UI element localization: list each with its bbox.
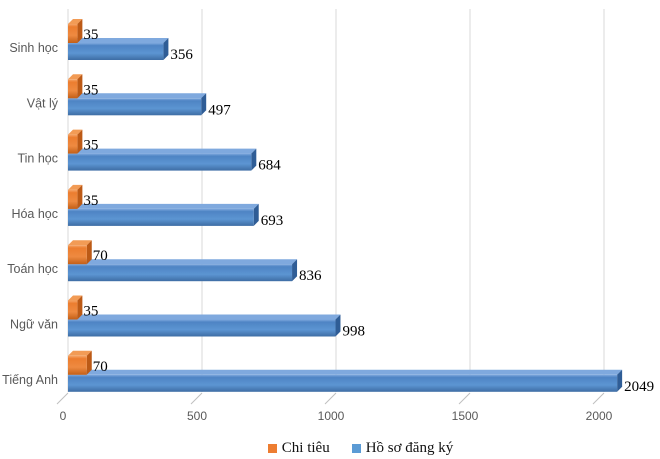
- value-label-chi-tieu: 35: [83, 193, 98, 209]
- value-label-chi-tieu: 35: [83, 27, 98, 43]
- value-label-chi-tieu: 70: [93, 359, 108, 375]
- value-label-ho-so-dang-ky: 2049: [624, 379, 654, 395]
- value-label-ho-so-dang-ky: 836: [299, 268, 322, 284]
- value-label-ho-so-dang-ky: 693: [261, 213, 284, 229]
- axis-tick: [190, 392, 203, 405]
- bar-chi-tieu: [68, 129, 83, 154]
- bar-chi-tieu: [68, 350, 92, 375]
- value-label-ho-so-dang-ky: 497: [208, 102, 231, 118]
- category-label: Hóa học: [11, 207, 58, 221]
- legend-label-chi-tieu: Chi tiêu: [281, 439, 330, 456]
- bar-chi-tieu: [68, 184, 83, 209]
- legend-swatch-chi-tieu: [267, 443, 277, 453]
- legend-label-ho-so-dang-ky: Hồ sơ đăng ký: [365, 439, 454, 456]
- value-label-chi-tieu: 35: [83, 304, 98, 320]
- category-label: Vật lý: [27, 96, 59, 110]
- value-label-chi-tieu: 35: [83, 138, 98, 154]
- category-label: Tin học: [17, 152, 58, 166]
- plot-area: 0 500 1000 1500 2000 35 356 Sinh học 35 497 Vật lý…: [2, 9, 654, 423]
- category-label: Ngữ văn: [10, 318, 58, 332]
- x-axis-tick-label: 1500: [452, 409, 479, 423]
- legend-item-chi-tieu: Chi tiêu: [267, 439, 330, 457]
- value-label-ho-so-dang-ky: 998: [342, 324, 365, 340]
- value-label-ho-so-dang-ky: 684: [258, 158, 281, 174]
- value-label-chi-tieu: 35: [83, 82, 98, 98]
- legend-swatch-ho-so-dang-ky: [351, 443, 361, 453]
- bar-chi-tieu: [68, 240, 92, 265]
- x-axis-tick-label: 0: [60, 409, 67, 423]
- bar-chi-tieu: [68, 295, 83, 320]
- legend-item-ho-so-dang-ky: Hồ sơ đăng ký: [351, 439, 454, 457]
- bar-chi-tieu: [68, 74, 83, 99]
- axis-tick: [458, 392, 471, 405]
- legend: Chi tiêu Hồ sơ đăng ký: [68, 438, 653, 458]
- category-label: Tiếng Anh: [2, 373, 58, 387]
- x-axis-tick-label: 1000: [318, 409, 345, 423]
- bar-ho-so-dang-ky: [68, 259, 298, 282]
- category-label: Sinh học: [9, 41, 58, 55]
- bar-ho-so-dang-ky: [68, 148, 257, 171]
- axis-tick: [592, 392, 605, 405]
- x-axis-tick-label: 2000: [586, 409, 613, 423]
- x-axis-tick-label: 500: [187, 409, 207, 423]
- axis-tick: [56, 392, 69, 405]
- category-label: Toán học: [7, 262, 58, 276]
- bar-ho-so-dang-ky: [68, 93, 207, 116]
- value-label-ho-so-dang-ky: 356: [170, 47, 193, 63]
- bar-chi-tieu: [68, 19, 83, 43]
- axis-tick: [324, 392, 337, 405]
- bar-ho-so-dang-ky: [68, 38, 169, 60]
- bar-ho-so-dang-ky: [68, 314, 341, 337]
- bar-ho-so-dang-ky: [68, 203, 259, 226]
- value-label-chi-tieu: 70: [93, 248, 108, 264]
- bar-ho-so-dang-ky: [68, 369, 623, 392]
